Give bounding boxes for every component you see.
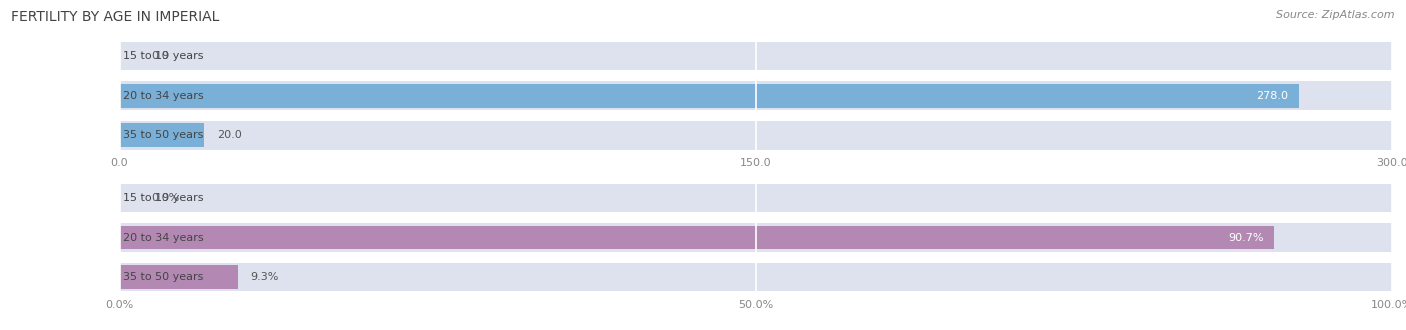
Text: 20 to 34 years: 20 to 34 years	[124, 233, 204, 243]
Bar	[120, 263, 1392, 291]
Text: Source: ZipAtlas.com: Source: ZipAtlas.com	[1277, 10, 1395, 20]
Bar	[120, 84, 1299, 108]
Text: 0.0: 0.0	[152, 51, 169, 61]
Bar	[120, 223, 1392, 252]
Text: 0.0%: 0.0%	[152, 193, 180, 203]
Text: FERTILITY BY AGE IN IMPERIAL: FERTILITY BY AGE IN IMPERIAL	[11, 10, 219, 24]
Text: 9.3%: 9.3%	[250, 272, 278, 282]
Bar	[120, 121, 1392, 149]
Bar	[120, 82, 1392, 110]
Text: 90.7%: 90.7%	[1227, 233, 1264, 243]
Text: 20.0: 20.0	[217, 130, 242, 140]
Text: 20 to 34 years: 20 to 34 years	[124, 91, 204, 101]
Bar	[120, 265, 238, 289]
Text: 35 to 50 years: 35 to 50 years	[124, 272, 204, 282]
Bar	[120, 226, 1274, 249]
Text: 15 to 19 years: 15 to 19 years	[124, 51, 204, 61]
Text: 35 to 50 years: 35 to 50 years	[124, 130, 204, 140]
Bar	[120, 184, 1392, 212]
Bar	[120, 123, 204, 147]
Text: 15 to 19 years: 15 to 19 years	[124, 193, 204, 203]
Text: 278.0: 278.0	[1257, 91, 1288, 101]
Bar	[120, 42, 1392, 70]
